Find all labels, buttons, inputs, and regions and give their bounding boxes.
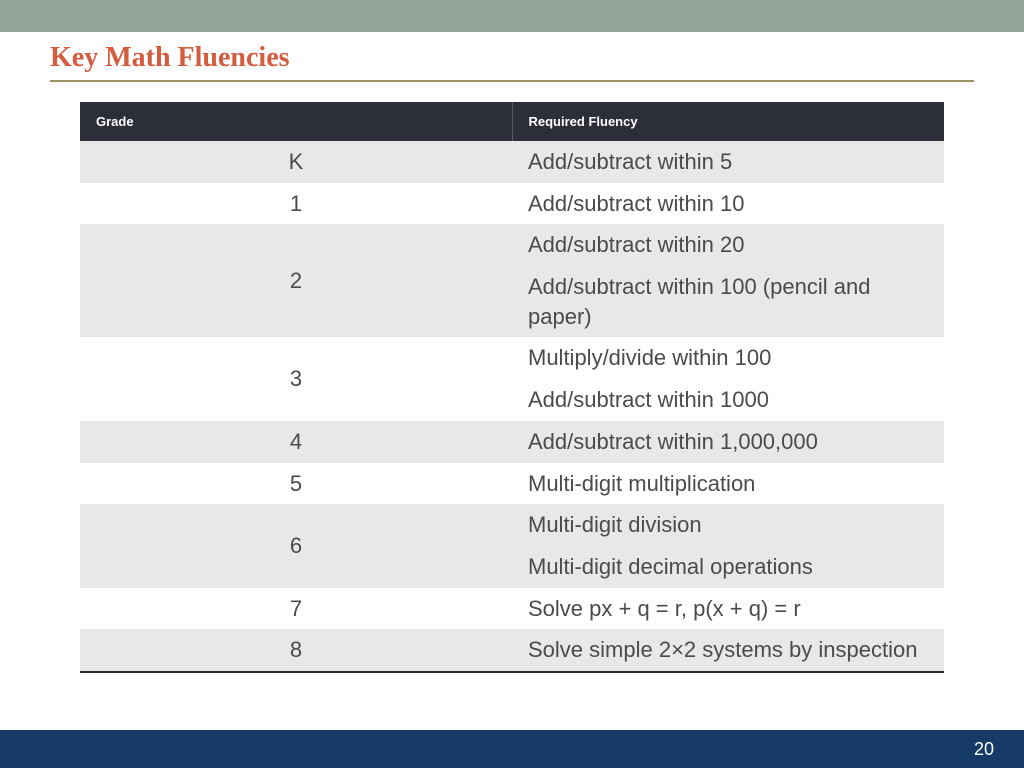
- grade-cell: 3: [80, 337, 512, 420]
- grade-cell: 1: [80, 183, 512, 225]
- table-row: 5Multi-digit multiplication: [80, 463, 944, 505]
- table-row: 7Solve px + q = r, p(x + q) = r: [80, 588, 944, 630]
- fluency-cell: Multi-digit decimal operations: [512, 546, 944, 588]
- table-header: Grade Required Fluency: [80, 102, 944, 141]
- table-row: 2Add/subtract within 20: [80, 224, 944, 266]
- table-row: 8Solve simple 2×2 systems by inspection: [80, 629, 944, 672]
- grade-cell: 2: [80, 224, 512, 337]
- table-row: KAdd/subtract within 5: [80, 141, 944, 183]
- title-underline: [50, 80, 974, 82]
- fluency-cell: Multi-digit multiplication: [512, 463, 944, 505]
- grade-cell: 5: [80, 463, 512, 505]
- fluency-table: Grade Required Fluency KAdd/subtract wit…: [80, 102, 944, 673]
- grade-cell: K: [80, 141, 512, 183]
- table-body: KAdd/subtract within 51Add/subtract with…: [80, 141, 944, 672]
- table-row: 3Multiply/divide within 100: [80, 337, 944, 379]
- fluency-cell: Multi-digit division: [512, 504, 944, 546]
- top-band: [0, 0, 1024, 32]
- slide-body: Key Math Fluencies Grade Required Fluenc…: [0, 32, 1024, 673]
- grade-cell: 4: [80, 421, 512, 463]
- footer-bar: 20: [0, 730, 1024, 768]
- grade-cell: 6: [80, 504, 512, 587]
- fluency-table-wrap: Grade Required Fluency KAdd/subtract wit…: [80, 102, 944, 673]
- fluency-cell: Add/subtract within 100 (pencil and pape…: [512, 266, 944, 337]
- fluency-cell: Solve px + q = r, p(x + q) = r: [512, 588, 944, 630]
- column-header-grade: Grade: [80, 102, 512, 141]
- page-number: 20: [974, 739, 994, 760]
- slide-title: Key Math Fluencies: [50, 42, 974, 74]
- grade-cell: 8: [80, 629, 512, 672]
- grade-cell: 7: [80, 588, 512, 630]
- fluency-cell: Solve simple 2×2 systems by inspection: [512, 629, 944, 672]
- fluency-cell: Add/subtract within 1,000,000: [512, 421, 944, 463]
- fluency-cell: Add/subtract within 5: [512, 141, 944, 183]
- table-row: 6Multi-digit division: [80, 504, 944, 546]
- table-row: 1Add/subtract within 10: [80, 183, 944, 225]
- fluency-cell: Add/subtract within 20: [512, 224, 944, 266]
- fluency-cell: Multiply/divide within 100: [512, 337, 944, 379]
- table-row: 4Add/subtract within 1,000,000: [80, 421, 944, 463]
- column-header-fluency: Required Fluency: [512, 102, 944, 141]
- fluency-cell: Add/subtract within 10: [512, 183, 944, 225]
- fluency-cell: Add/subtract within 1000: [512, 379, 944, 421]
